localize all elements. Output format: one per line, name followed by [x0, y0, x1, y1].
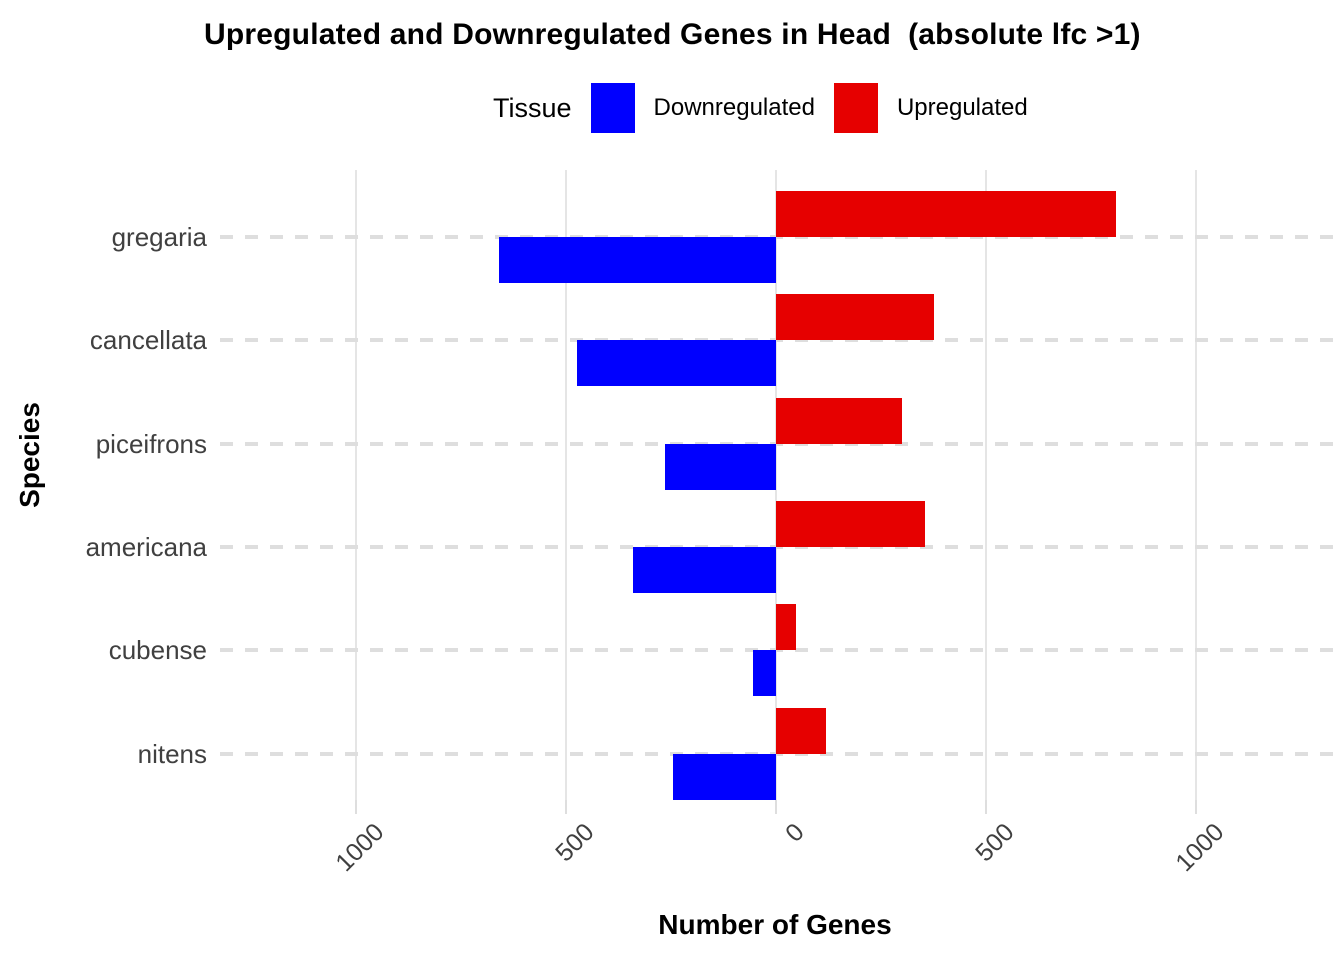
x-axis-tick — [1195, 800, 1197, 814]
x-axis-tick — [355, 800, 357, 814]
gridline-vertical — [355, 170, 357, 800]
gridline-horizontal — [220, 544, 1344, 549]
bar-upregulated-cancellata — [776, 294, 934, 341]
gridline-horizontal — [220, 235, 1344, 239]
gridline-horizontal — [220, 751, 1344, 756]
legend: Tissue Downregulated Upregulated — [493, 80, 1047, 136]
y-tick-label-cubense: cubense — [108, 635, 207, 666]
x-tick-label: 500 — [550, 818, 600, 868]
legend-label-upregulated: Upregulated — [896, 94, 1028, 121]
chart-title: Upregulated and Downregulated Genes in H… — [204, 18, 1141, 51]
legend-label-downregulated: Downregulated — [653, 94, 815, 121]
bar-upregulated-piceifrons — [776, 397, 902, 444]
gridline-vertical — [565, 170, 567, 800]
legend-title: Tissue — [493, 92, 572, 123]
x-axis-tick — [775, 800, 777, 814]
y-tick-label-gregaria: gregaria — [111, 222, 207, 252]
legend-swatch-upregulated-icon — [833, 83, 878, 133]
gridline-horizontal — [220, 648, 1344, 653]
gridline-horizontal — [220, 441, 1344, 446]
x-axis-title: Number of Genes — [658, 909, 892, 940]
bar-downregulated-americana — [633, 546, 776, 593]
bar-downregulated-gregaria — [498, 237, 776, 283]
bar-upregulated-cubense — [776, 604, 797, 651]
x-tick-label: 1000 — [1170, 818, 1230, 878]
y-tick-label-piceifrons: piceifrons — [95, 428, 207, 459]
gridline-vertical — [1195, 170, 1197, 800]
x-axis-tick — [565, 800, 567, 814]
x-axis-tick — [985, 800, 987, 814]
legend-swatch-downregulated-icon — [590, 83, 635, 133]
bar-downregulated-piceifrons — [664, 443, 776, 490]
x-tick-label: 0 — [780, 818, 810, 848]
bar-downregulated-nitens — [673, 753, 776, 800]
x-tick-label: 1000 — [330, 818, 390, 878]
y-tick-label-americana: americana — [85, 531, 207, 562]
gridline-vertical — [775, 170, 777, 800]
y-tick-label-cancellata: cancellata — [89, 325, 207, 356]
bar-downregulated-cubense — [752, 650, 776, 697]
plot-panel — [220, 170, 1344, 800]
y-tick-label-nitens: nitens — [137, 738, 207, 769]
bar-upregulated-americana — [776, 500, 926, 547]
bar-upregulated-nitens — [776, 707, 827, 754]
x-tick-label: 500 — [970, 818, 1020, 868]
gridline-horizontal — [220, 338, 1344, 343]
gridline-vertical — [985, 170, 987, 800]
bar-upregulated-gregaria — [776, 191, 1117, 237]
bar-downregulated-cancellata — [576, 340, 776, 387]
